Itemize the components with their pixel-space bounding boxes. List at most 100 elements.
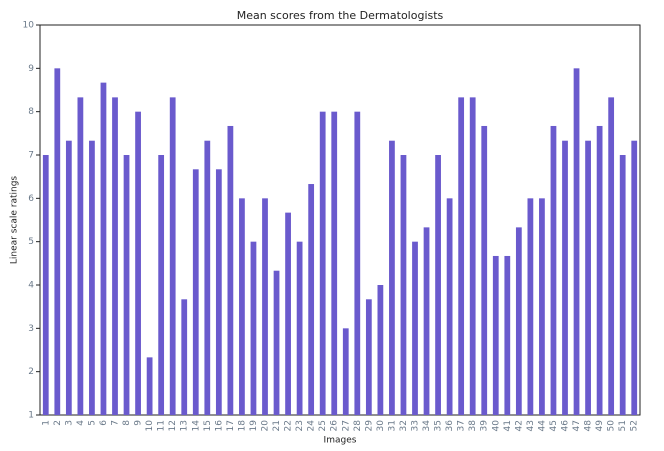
bar [146, 357, 153, 415]
bar [135, 111, 141, 416]
bar [481, 125, 488, 415]
x-tick-label: 29 [364, 420, 374, 432]
x-tick-label: 52 [630, 420, 640, 431]
bar [492, 255, 499, 415]
bar [250, 241, 257, 415]
bar [239, 198, 245, 415]
bar [539, 198, 545, 415]
x-tick-label: 15 [203, 420, 213, 431]
x-tick-label: 44 [537, 420, 547, 432]
bar [631, 140, 638, 415]
x-tick-label: 13 [180, 420, 190, 431]
x-tick-label: 6 [99, 420, 109, 426]
y-tick-label: 8 [28, 107, 34, 117]
x-tick-label: 48 [584, 420, 594, 432]
x-tick-label: 17 [226, 420, 236, 431]
x-tick-label: 7 [111, 420, 121, 426]
x-tick-label: 42 [514, 420, 524, 431]
x-tick-label: 31 [387, 420, 397, 431]
x-tick-label: 11 [157, 420, 167, 431]
bar [77, 97, 84, 415]
bar [65, 140, 72, 415]
x-tick-label: 50 [607, 420, 617, 432]
bar [458, 97, 465, 415]
bar [319, 111, 326, 416]
x-tick-label: 26 [330, 420, 340, 432]
y-tick-label: 1 [28, 411, 34, 421]
x-tick-label: 37 [457, 420, 467, 431]
bar [596, 125, 603, 415]
x-tick-label: 43 [526, 420, 536, 431]
x-tick-label: 45 [549, 420, 559, 431]
x-tick-label: 39 [480, 420, 490, 432]
x-tick-label: 1 [41, 420, 51, 426]
bar [377, 285, 384, 415]
x-tick-label: 33 [411, 420, 421, 431]
x-tick-label: 19 [249, 420, 259, 432]
x-axis-label: Images [324, 436, 357, 446]
x-tick-label: 12 [168, 420, 178, 431]
bar [469, 97, 476, 415]
y-tick-label: 10 [23, 21, 35, 31]
x-tick-label: 27 [341, 420, 351, 431]
plot-frame [39, 24, 641, 416]
bar [412, 241, 418, 415]
bar [273, 270, 280, 415]
bar [562, 140, 568, 415]
bar [365, 299, 372, 415]
bar [504, 255, 511, 415]
x-tick-label: 34 [422, 420, 432, 432]
bar [204, 140, 211, 415]
x-tick-label: 22 [284, 420, 294, 431]
bar [227, 125, 234, 415]
y-tick-label: 7 [28, 151, 34, 161]
x-tick-label: 24 [307, 420, 317, 432]
x-tick-label: 47 [572, 420, 582, 431]
x-tick-label: 46 [561, 420, 571, 432]
y-tick-label: 6 [28, 194, 34, 204]
y-axis-label: Linear scale ratings [10, 176, 20, 265]
y-tick-label: 2 [28, 367, 34, 377]
bar [435, 155, 441, 415]
bar [169, 97, 176, 415]
bar [527, 198, 534, 415]
bar [446, 198, 453, 415]
bar [515, 227, 522, 415]
bar [296, 241, 303, 415]
y-tick-label: 3 [28, 324, 34, 334]
x-tick-label: 4 [76, 420, 86, 426]
y-tick-label: 9 [28, 64, 34, 74]
bar [423, 227, 430, 415]
bar [123, 155, 130, 415]
x-tick-label: 40 [491, 420, 501, 432]
y-tick-label: 4 [28, 281, 34, 291]
x-tick-label: 28 [353, 420, 363, 432]
x-tick-label: 38 [468, 420, 478, 432]
bar [308, 184, 315, 415]
bar [192, 169, 199, 415]
bar [54, 68, 61, 415]
x-tick-label: 20 [261, 420, 271, 432]
chart-title: Mean scores from the Dermatologists [237, 9, 444, 22]
bar [42, 155, 49, 415]
x-tick-label: 25 [318, 420, 328, 431]
x-tick-label: 35 [434, 420, 444, 431]
x-tick-label: 30 [376, 420, 386, 432]
x-tick-label: 9 [134, 420, 144, 426]
x-tick-label: 36 [445, 420, 455, 432]
bar [585, 140, 591, 415]
x-tick-label: 49 [595, 420, 605, 432]
x-tick-label: 14 [191, 420, 201, 432]
bar [573, 68, 580, 415]
bar [550, 125, 557, 415]
bar [89, 140, 95, 415]
x-tick-label: 8 [122, 420, 132, 426]
x-tick-label: 51 [618, 420, 628, 431]
bar [354, 111, 361, 416]
x-tick-label: 23 [295, 420, 305, 431]
x-tick-label: 2 [53, 420, 63, 426]
bar [262, 198, 268, 415]
y-tick-label: 5 [28, 237, 34, 247]
x-tick-label: 41 [503, 420, 513, 431]
